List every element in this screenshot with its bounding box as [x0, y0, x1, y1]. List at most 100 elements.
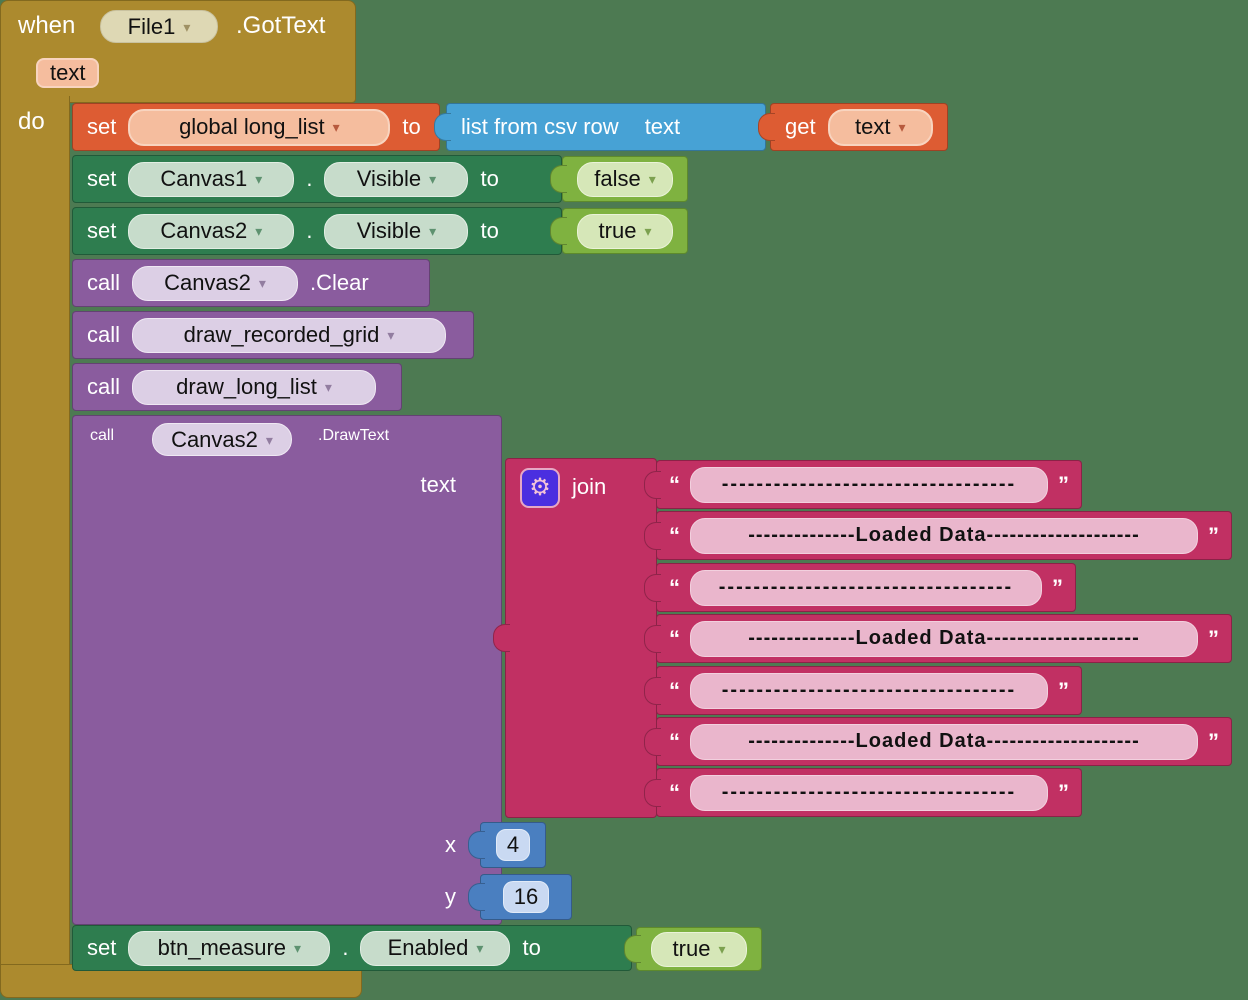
call-draw-long-list-block[interactable]: call draw_long_list ▾	[72, 363, 402, 411]
logic-false-block[interactable]: false ▾	[562, 156, 688, 202]
procedure-dropdown[interactable]: draw_long_list ▾	[132, 369, 377, 405]
logic-true-block[interactable]: true ▾	[562, 208, 688, 254]
drawtext-arg-text-label: text	[420, 472, 456, 497]
dropdown-arrow-icon: ▾	[183, 18, 191, 35]
list-from-csv-label: list from csv row	[461, 114, 619, 139]
mutator-gear-icon[interactable]: ⚙	[520, 468, 560, 508]
string-field[interactable]: ----------------------------------	[690, 466, 1048, 503]
open-quote: “	[669, 779, 680, 805]
string-block[interactable]: “ ---------------------------------- ”	[656, 563, 1076, 612]
string-field[interactable]: ----------------------------------	[690, 774, 1048, 811]
property-dropdown[interactable]: Visible ▾	[324, 161, 469, 197]
dot-label: .	[306, 218, 313, 243]
set-label: set	[87, 114, 117, 139]
dropdown-arrow-icon: ▾	[718, 941, 726, 957]
number-field[interactable]: 16	[502, 881, 550, 913]
open-quote: “	[669, 471, 680, 497]
dot-label: .	[342, 935, 349, 960]
set-btn-measure-enabled-block[interactable]: set btn_measure ▾ . Enabled ▾ to	[72, 925, 632, 971]
close-quote: ”	[1058, 677, 1069, 703]
dropdown-arrow-icon: ▾	[648, 171, 656, 187]
component-dropdown[interactable]: Canvas2 ▾	[152, 423, 292, 456]
string-field[interactable]: --------------Loaded Data---------------…	[690, 723, 1198, 760]
drawtext-arg-x-label: x	[445, 832, 456, 857]
property-dropdown[interactable]: Visible ▾	[324, 213, 469, 249]
join-label: join	[572, 474, 607, 499]
logic-true-block[interactable]: true ▾	[636, 927, 762, 971]
string-field[interactable]: --------------Loaded Data---------------…	[690, 620, 1198, 657]
close-quote: ”	[1058, 471, 1069, 497]
dropdown-arrow-icon: ▾	[332, 119, 340, 135]
to-label: to	[480, 166, 499, 191]
call-canvas2-drawtext-block[interactable]	[72, 415, 502, 925]
to-label: to	[522, 935, 541, 960]
string-field[interactable]: --------------Loaded Data---------------…	[690, 517, 1198, 554]
close-quote: ”	[1208, 625, 1219, 651]
number-block-x[interactable]: 4	[480, 822, 546, 868]
close-quote: ”	[1208, 728, 1219, 754]
event-component-dropdown[interactable]: File1 ▾	[100, 10, 218, 43]
string-field[interactable]: ----------------------------------	[690, 569, 1042, 606]
call-label: call	[90, 427, 115, 444]
string-field[interactable]: ----------------------------------	[690, 672, 1048, 709]
logic-value-dropdown[interactable]: true ▾	[577, 213, 673, 249]
list-from-csv-row-block[interactable]: list from csv row text	[446, 103, 766, 151]
component-dropdown[interactable]: btn_measure ▾	[128, 930, 331, 966]
number-field[interactable]: 4	[495, 829, 531, 861]
dropdown-arrow-icon: ▾	[265, 431, 273, 448]
get-variable-dropdown[interactable]: text ▾	[827, 108, 933, 146]
component-dropdown[interactable]: Canvas1 ▾	[128, 161, 295, 197]
string-block[interactable]: “ --------------Loaded Data-------------…	[656, 614, 1232, 663]
call-draw-recorded-grid-block[interactable]: call draw_recorded_grid ▾	[72, 311, 474, 359]
to-label: to	[402, 114, 421, 139]
logic-value-dropdown[interactable]: false ▾	[577, 161, 673, 197]
string-block[interactable]: “ ---------------------------------- ”	[656, 666, 1082, 715]
get-label: get	[785, 114, 816, 139]
call-label: call	[87, 374, 121, 399]
dropdown-arrow-icon: ▾	[258, 275, 266, 291]
method-label: .Clear	[310, 270, 369, 295]
close-quote: ”	[1058, 779, 1069, 805]
dropdown-arrow-icon: ▾	[255, 171, 263, 187]
component-dropdown[interactable]: Canvas2 ▾	[132, 265, 299, 301]
call-label: call	[87, 322, 121, 347]
close-quote: ”	[1052, 574, 1063, 600]
set-label: set	[87, 166, 117, 191]
get-text-block[interactable]: get text ▾	[770, 103, 948, 151]
dropdown-arrow-icon: ▾	[644, 223, 652, 239]
set-label: set	[87, 935, 117, 960]
set-canvas2-visible-block[interactable]: set Canvas2 ▾ . Visible ▾ to	[72, 207, 562, 255]
string-block[interactable]: “ --------------Loaded Data-------------…	[656, 717, 1232, 766]
string-block[interactable]: “ --------------Loaded Data-------------…	[656, 511, 1232, 560]
string-block[interactable]: “ ---------------------------------- ”	[656, 460, 1082, 509]
event-name-label: .GotText	[236, 12, 326, 39]
set-global-long-list-block[interactable]: set global long_list ▾ to	[72, 103, 440, 151]
close-quote: ”	[1208, 522, 1219, 548]
property-dropdown[interactable]: Enabled ▾	[360, 930, 511, 966]
set-canvas1-visible-block[interactable]: set Canvas1 ▾ . Visible ▾ to	[72, 155, 562, 203]
open-quote: “	[669, 522, 680, 548]
open-quote: “	[669, 625, 680, 651]
dropdown-arrow-icon: ▾	[255, 223, 263, 239]
open-quote: “	[669, 574, 680, 600]
drawtext-arg-y-label: y	[445, 884, 456, 909]
event-param-text[interactable]: text	[36, 58, 100, 88]
component-dropdown[interactable]: Canvas2 ▾	[128, 213, 295, 249]
dropdown-arrow-icon: ▾	[294, 940, 302, 956]
set-label: set	[87, 218, 117, 243]
call-label: call	[87, 270, 121, 295]
string-block[interactable]: “ ---------------------------------- ”	[656, 768, 1082, 817]
dropdown-arrow-icon: ▾	[429, 171, 437, 187]
when-event-block-left-column[interactable]	[0, 96, 70, 972]
dropdown-arrow-icon: ▾	[387, 327, 395, 343]
csv-text-arg-label: text	[644, 114, 681, 139]
number-block-y[interactable]: 16	[480, 874, 572, 920]
logic-value-dropdown[interactable]: true ▾	[651, 931, 747, 967]
dropdown-arrow-icon: ▾	[429, 223, 437, 239]
dot-label: .	[306, 166, 313, 191]
call-canvas2-clear-block[interactable]: call Canvas2 ▾ .Clear	[72, 259, 430, 307]
join-block[interactable]: ⚙ join	[505, 458, 657, 818]
procedure-dropdown[interactable]: draw_recorded_grid ▾	[132, 317, 447, 353]
when-label: when	[18, 12, 76, 39]
global-variable-dropdown[interactable]: global long_list ▾	[128, 108, 391, 146]
